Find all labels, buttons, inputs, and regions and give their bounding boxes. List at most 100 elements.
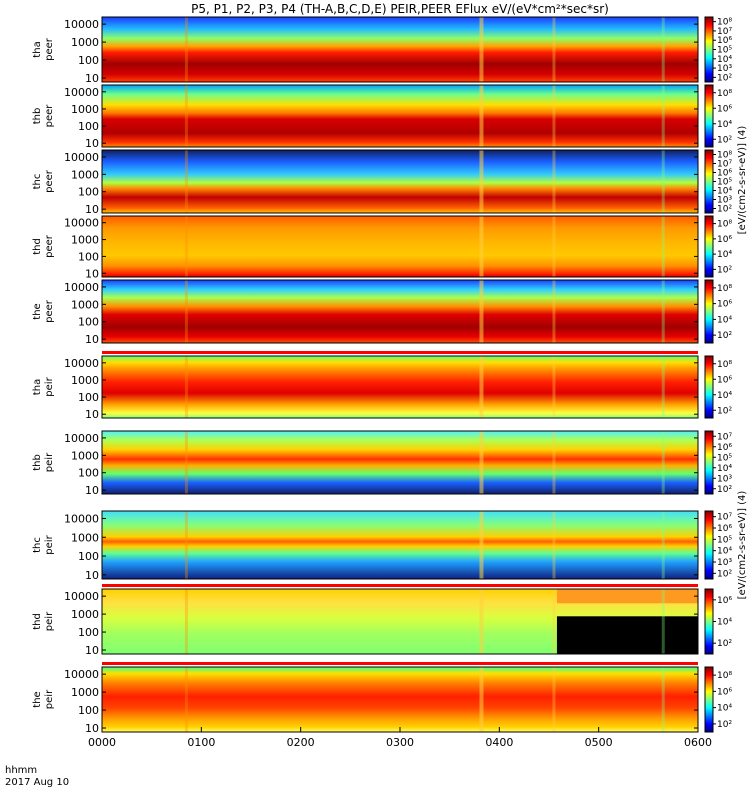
spectrogram-region-high [556,589,698,604]
colorbar [704,666,714,733]
spectrogram-streak [479,511,484,579]
spectrogram-streak [184,280,188,343]
spectrogram-streak [661,589,665,654]
colorbar-label-ion: [eV/(cm2-s-sr-eV)] (4) [737,491,748,600]
spectrogram-streak [184,356,188,418]
spectrogram-streak [184,216,188,277]
panel-label: thcpeer [32,169,55,193]
x-tick-label: 0600 [684,736,712,749]
spectrogram-streak [552,431,556,494]
panel-label: thapeir [32,376,55,396]
y-tick-label: 10 [85,644,99,657]
y-tick-label: 10000 [64,357,99,370]
colorbar [704,149,714,214]
spectrogram-streak [184,150,188,213]
spectrogram-region-empty [556,616,698,654]
panel-frame [101,588,699,655]
y-tick-label: 10 [85,72,99,85]
y-tick-label: 100 [78,467,99,480]
y-tick-label: 100 [78,120,99,133]
spectrogram-image [102,511,698,579]
y-tick-label: 10 [85,203,99,216]
y-tick-label: 1000 [71,298,99,311]
x-unit-label: hhmm [5,765,37,776]
y-tick-label: 10000 [64,590,99,603]
spectrogram-streak [661,431,665,494]
colorbar-tick-label: 10⁵ [717,178,732,188]
panel-label: thepeer [32,299,55,323]
colorbar-tick-label: 10² [717,73,732,83]
panel-label: thdpeer [32,234,55,258]
spectrogram-streak [661,17,665,82]
spectrogram-streak [661,511,665,579]
panel-the-peer: 10 100 1000 10000 thepeer 10² 10⁴ 10⁶ 10⁸ [32,279,732,346]
y-tick-label: 100 [78,626,99,639]
y-tick-label: 100 [78,186,99,199]
spectrogram-streak [479,150,484,213]
y-tick-label: 10 [85,333,99,346]
colorbar-tick-label: 10³ [717,558,732,568]
panel-thc-peer: 10 100 1000 10000 thcpeer 10²10³10⁴10⁵10⁶10⁷1… [32,149,732,216]
colorbar-tick-label: 10⁶ [717,375,732,385]
y-tick-label: 10000 [64,217,99,230]
spectrogram-streak [184,17,188,82]
colorbar-tick-label: 10⁴ [717,120,732,130]
colorbar-tick-label: 10² [717,331,732,341]
colorbar-tick-label: 10² [717,569,732,579]
time-axis: 0000 0100 0200 0300 0400 0500 0600 [88,727,712,749]
colorbar-tick-label: 10⁴ [717,704,732,714]
panel-label: thcpeir [32,534,55,554]
spectrogram-streak [479,280,484,343]
spectrogram-streak [184,667,188,732]
colorbar-tick-label: 10⁶ [717,300,732,310]
panel-tha-peer: 10 100 1000 10000 thapeer 10²10³10⁴10⁵10⁶10⁷1… [32,16,732,85]
spectrogram-streak [661,667,665,732]
spectrogram-streak [479,431,484,494]
colorbar-tick-label: 10⁸ [717,89,732,99]
spectrogram-streak [184,511,188,579]
spectrogram-streak [479,17,484,82]
colorbar-tick-label: 10⁸ [717,220,732,230]
colorbar-tick-label: 10³ [717,64,732,74]
y-tick-label: 1000 [71,608,99,621]
spectrogram-streak [479,356,484,418]
colorbar [704,430,714,495]
colorbar [704,16,714,83]
colorbar-tick-label: 10⁶ [717,596,732,606]
colorbar-tick-label: 10⁶ [717,169,732,179]
spectrogram-streak [552,511,556,579]
y-tick-label: 10000 [64,512,99,525]
x-tick-label: 0500 [585,736,613,749]
mode-bar [102,662,698,665]
panel-label: thapeer [32,37,55,61]
colorbar-tick-label: 10⁴ [717,618,732,628]
panel-label: thdpeir [32,611,55,631]
y-tick-label: 10000 [64,18,99,31]
colorbar-tick-label: 10² [717,265,732,275]
y-tick-label: 10 [85,722,99,735]
y-tick-label: 100 [78,391,99,404]
spectrogram-streak [552,150,556,213]
colorbar-tick-label: 10² [717,205,732,215]
spectrogram-streak [552,356,556,418]
spectrogram-streak [661,85,665,147]
y-tick-label: 1000 [71,374,99,387]
spectrogram-streak [479,85,484,147]
spectrogram-streak [184,431,188,494]
y-tick-label: 100 [78,316,99,329]
date-label: 2017 Aug 10 [5,777,69,788]
spectrogram-image [102,280,698,343]
colorbar-tick-label: 10⁴ [717,250,732,260]
y-tick-label: 1000 [71,103,99,116]
colorbar-tick-label: 10⁴ [717,464,732,474]
x-tick-label: 0200 [287,736,315,749]
colorbar-tick-label: 10⁶ [717,235,732,245]
colorbar-tick-label: 10⁶ [717,524,732,534]
spectrogram-streak [661,280,665,343]
panel-group: 10100100010000thapeer10²10³10⁴10⁵10⁶10⁷1… [32,16,732,735]
panel-frame [101,149,699,214]
spectrogram-image [102,150,698,213]
y-tick-label: 1000 [71,449,99,462]
panel-frame [101,84,699,148]
spectrogram-image [102,85,698,147]
